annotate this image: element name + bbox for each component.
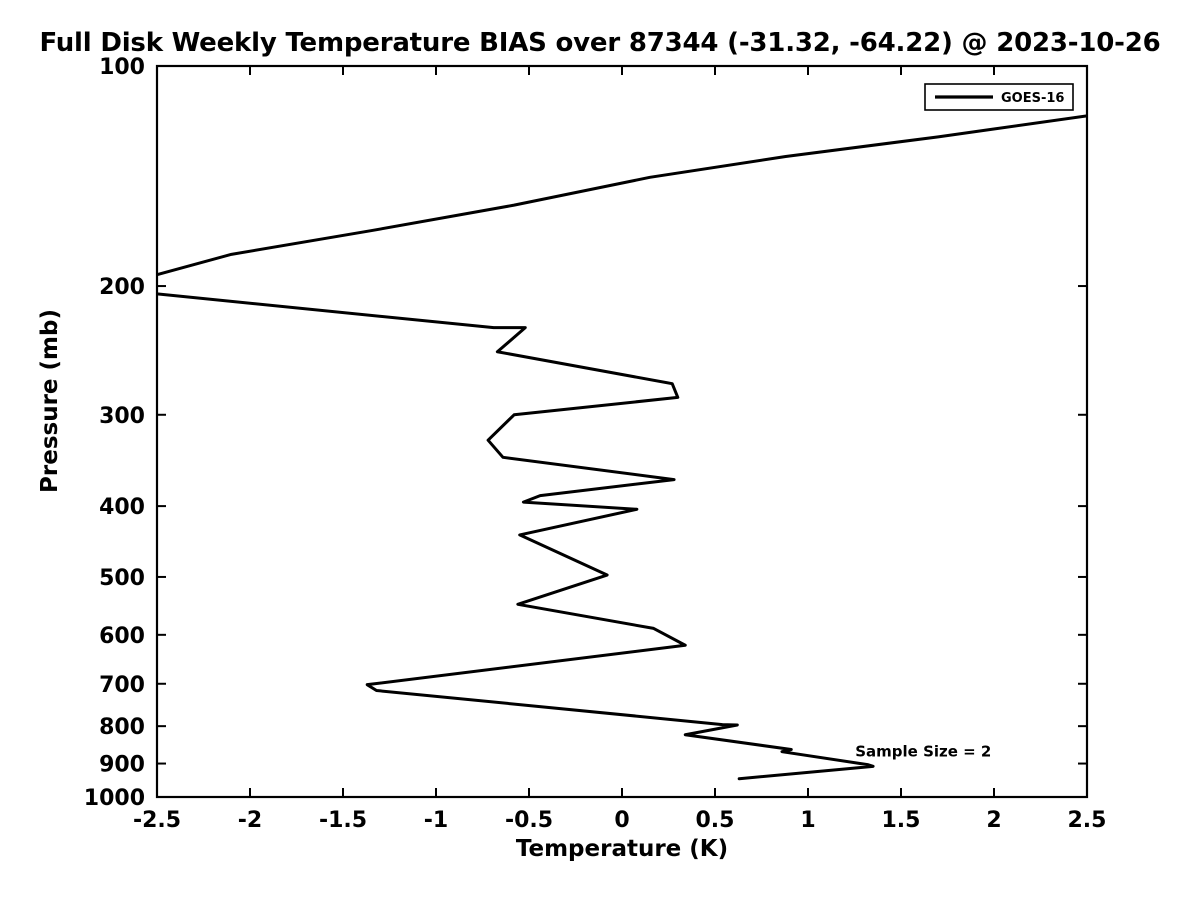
y-tick-label: 300 — [99, 404, 145, 429]
x-tick-label: -2.5 — [133, 808, 181, 833]
x-tick-label: -0.5 — [505, 808, 553, 833]
x-tick-label: -1.5 — [319, 808, 367, 833]
x-tick-label: -1 — [424, 808, 448, 833]
x-tick-label: -2 — [238, 808, 262, 833]
sample-size-annotation: Sample Size = 2 — [855, 742, 991, 760]
x-tick-label: 1.5 — [882, 808, 921, 833]
x-tick-label: 0 — [614, 808, 629, 833]
y-tick-label: 200 — [99, 275, 145, 300]
data-series-line — [157, 292, 875, 781]
y-tick-label: 800 — [99, 715, 145, 740]
x-axis-label: Temperature (K) — [515, 836, 729, 862]
y-tick-label: 500 — [99, 566, 145, 591]
y-axis-label: Pressure (mb) — [37, 309, 63, 493]
x-tick-label: 1 — [800, 808, 815, 833]
y-tick-label: 700 — [99, 673, 145, 698]
x-tick-label: 2 — [986, 808, 1001, 833]
y-tick-label: 600 — [99, 624, 145, 649]
y-tick-label: 1000 — [84, 786, 145, 811]
data-series-line — [157, 114, 1087, 277]
chart-title: Full Disk Weekly Temperature BIAS over 8… — [39, 28, 1161, 58]
legend-label-goes-16: GOES-16 — [1001, 91, 1064, 106]
x-tick-label: 2.5 — [1068, 808, 1107, 833]
y-tick-label: 100 — [99, 55, 145, 80]
x-tick-label: 0.5 — [696, 808, 735, 833]
y-tick-label: 900 — [99, 753, 145, 778]
y-tick-label: 400 — [99, 495, 145, 520]
axis-frame — [155, 64, 1089, 799]
